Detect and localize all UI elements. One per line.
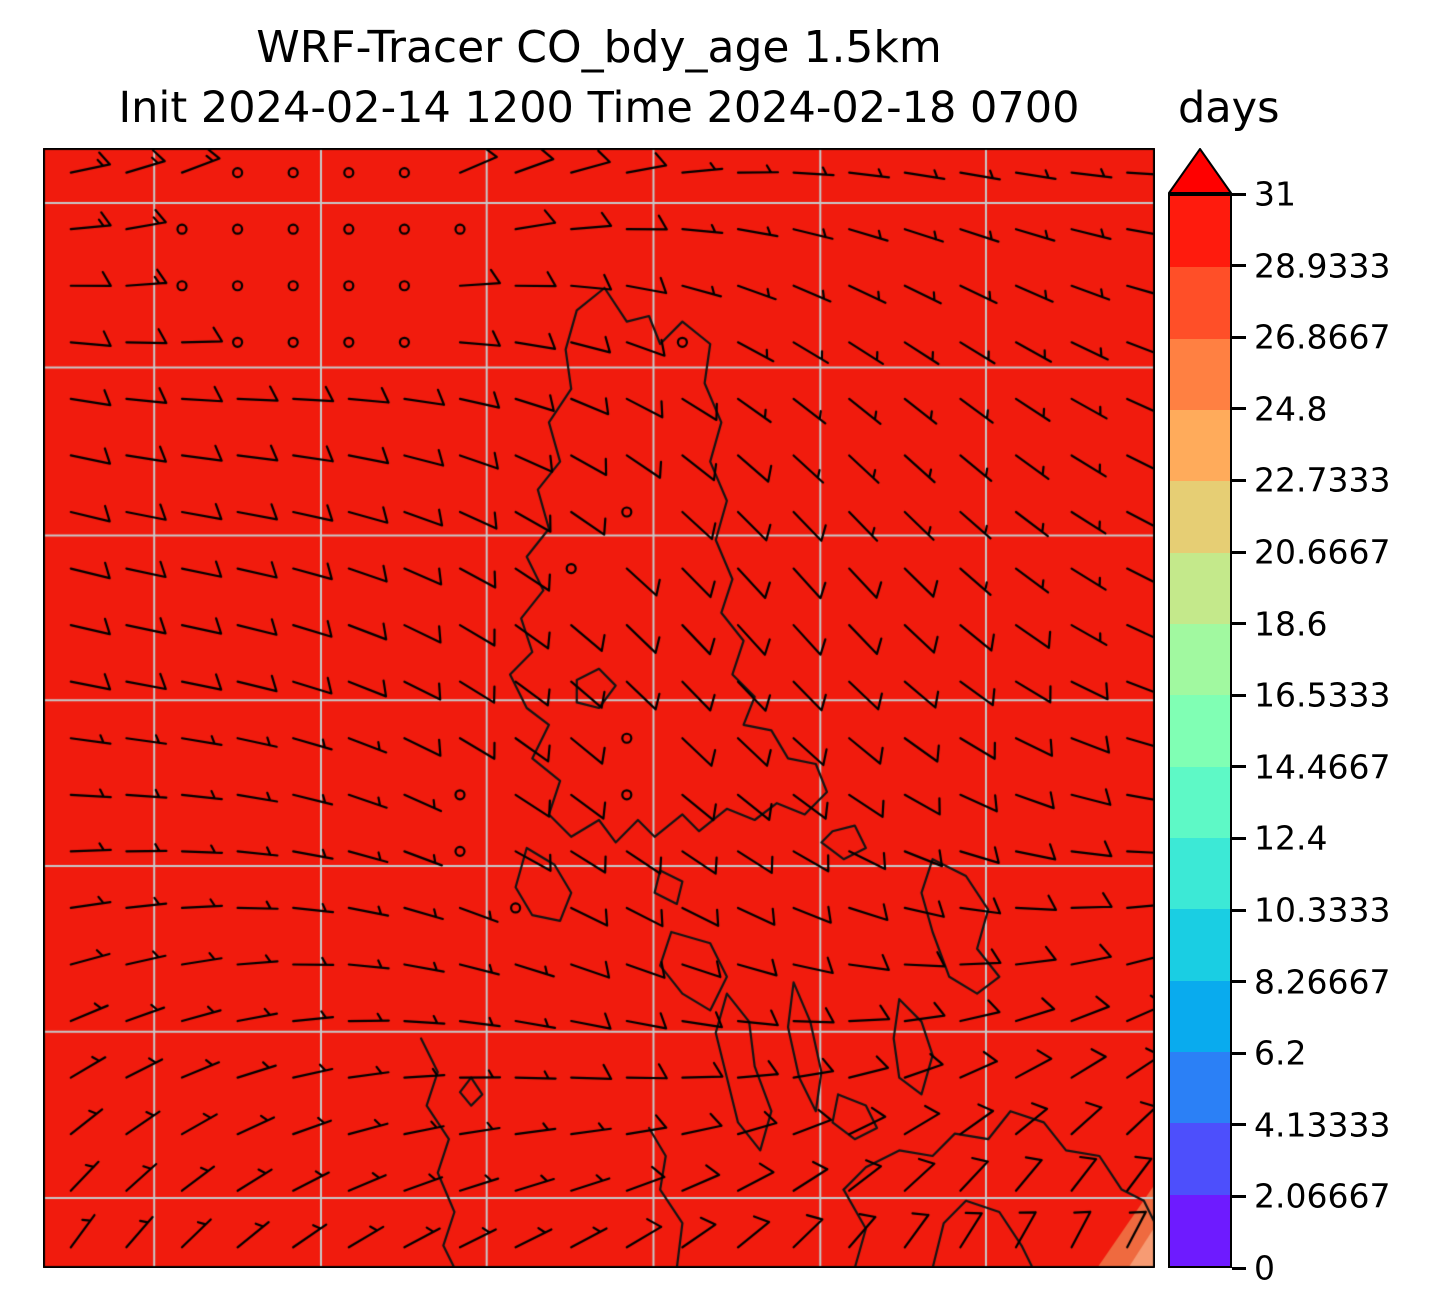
colorbar-segment — [1170, 1123, 1230, 1195]
colorbar-tick-label: 10.3333 — [1254, 890, 1391, 930]
chart-title: WRF-Tracer CO_bdy_age 1.5km — [256, 22, 942, 73]
colorbar-tick-label: 2.06667 — [1254, 1176, 1391, 1216]
colorbar-segment — [1170, 196, 1230, 268]
colorbar-tick-mark — [1232, 1051, 1246, 1055]
colorbar-tick-mark — [1232, 192, 1246, 196]
colorbar-segment — [1170, 552, 1230, 624]
colorbar-segment — [1170, 766, 1230, 838]
colorbar-tick-label: 16.5333 — [1254, 675, 1391, 715]
colorbar-segment — [1170, 909, 1230, 981]
colorbar-tick-mark — [1232, 1194, 1246, 1198]
colorbar-tick-mark — [1232, 693, 1246, 697]
colorbar-tick-mark — [1232, 836, 1246, 840]
colorbar-segment — [1170, 481, 1230, 553]
colorbar-segment — [1170, 409, 1230, 482]
colorbar-tick-mark — [1232, 765, 1246, 769]
colorbar-tick-mark — [1232, 980, 1246, 984]
colorbar-tick-label: 0 — [1254, 1248, 1275, 1288]
colorbar-segment — [1170, 267, 1230, 339]
colorbar-extend-arrow-icon — [1168, 148, 1232, 194]
colorbar-segment — [1170, 623, 1230, 696]
colorbar-segment — [1170, 695, 1230, 767]
colorbar-tick-mark — [1232, 1123, 1246, 1127]
colorbar-tick-label: 22.7333 — [1254, 460, 1391, 500]
colorbar-tick-mark — [1232, 478, 1246, 482]
colorbar-tick-mark — [1232, 622, 1246, 626]
colorbar-segment — [1170, 1051, 1230, 1124]
colorbar-tick-label: 4.13333 — [1254, 1105, 1391, 1145]
colorbar-tick-mark — [1232, 264, 1246, 268]
colorbar-tick-mark — [1232, 908, 1246, 912]
colorbar-tick-label: 24.8 — [1254, 389, 1328, 429]
colorbar-segment — [1170, 1194, 1230, 1266]
colorbar-tick-mark — [1232, 335, 1246, 339]
colorbar-tick-label: 31 — [1254, 174, 1296, 214]
colorbar-tick-label: 12.4 — [1254, 818, 1328, 858]
map-canvas — [43, 148, 1155, 1268]
colorbar-units-label: days — [1178, 83, 1280, 133]
colorbar-tick-label: 8.26667 — [1254, 962, 1391, 1002]
colorbar-tick-mark — [1232, 1266, 1246, 1270]
colorbar-tick-label: 26.8667 — [1254, 317, 1391, 357]
colorbar-tick-label: 20.6667 — [1254, 532, 1391, 572]
colorbar — [1168, 148, 1232, 1268]
colorbar-body — [1168, 194, 1232, 1268]
colorbar-segment — [1170, 837, 1230, 910]
colorbar-tick-label: 6.2 — [1254, 1033, 1307, 1073]
colorbar-segment — [1170, 980, 1230, 1052]
colorbar-tick-label: 28.9333 — [1254, 246, 1391, 286]
colorbar-segment — [1170, 338, 1230, 410]
chart-subtitle: Init 2024-02-14 1200 Time 2024-02-18 070… — [118, 83, 1080, 133]
colorbar-tick-label: 18.6 — [1254, 604, 1328, 644]
colorbar-tick-label: 14.4667 — [1254, 747, 1391, 787]
colorbar-tick-mark — [1232, 407, 1246, 411]
colorbar-tick-mark — [1232, 550, 1246, 554]
